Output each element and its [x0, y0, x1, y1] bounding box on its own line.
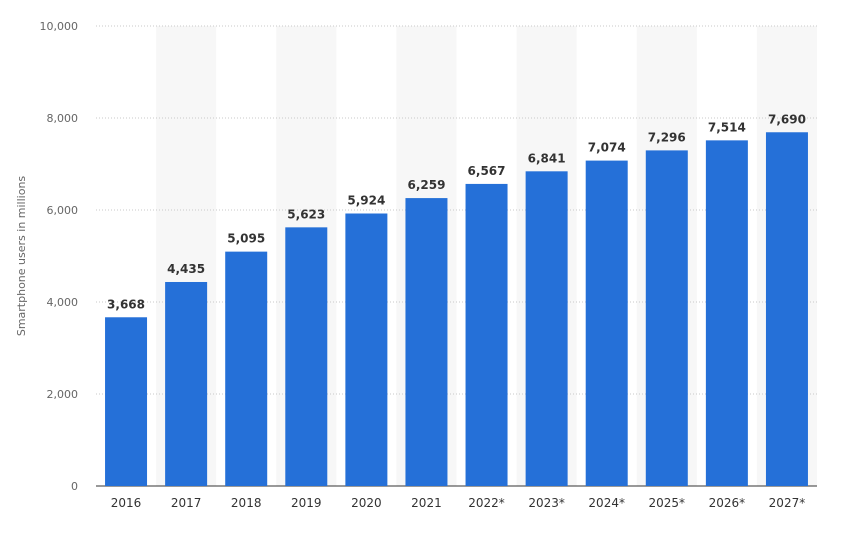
x-axis-ticks: 2016 2017 2018 2019 2020 2021 2022* 2023* 2024* 2… — [111, 496, 805, 510]
x-tick-label: 2016 — [111, 496, 142, 510]
bars — [105, 132, 808, 487]
y-tick-label: 4,000 — [47, 296, 79, 309]
data-label: 7,514 — [708, 120, 746, 134]
x-tick-label: 2025* — [649, 496, 686, 510]
x-tick-label: 2022* — [468, 496, 505, 510]
data-label: 7,296 — [648, 130, 686, 144]
x-tick-label: 2020 — [351, 496, 382, 510]
data-label: 5,924 — [347, 193, 385, 207]
data-label: 7,690 — [768, 112, 806, 126]
bar — [645, 150, 688, 486]
bar — [465, 183, 508, 486]
x-tick-label: 2019 — [291, 496, 322, 510]
y-axis-ticks: 0 2,000 4,000 6,000 8,000 10,000 — [40, 20, 79, 493]
x-tick-label: 2026* — [709, 496, 746, 510]
x-tick-label: 2027* — [769, 496, 806, 510]
y-tick-label: 10,000 — [40, 20, 79, 33]
bar — [165, 281, 208, 486]
x-tick-label: 2018 — [231, 496, 262, 510]
data-label: 5,095 — [227, 232, 265, 246]
x-tick-label: 2024* — [588, 496, 625, 510]
x-tick-label: 2021 — [411, 496, 442, 510]
x-tick-label: 2017 — [171, 496, 202, 510]
y-tick-label: 8,000 — [47, 112, 79, 125]
bar — [345, 213, 388, 486]
data-label: 7,074 — [588, 141, 626, 155]
y-tick-label: 6,000 — [47, 204, 79, 217]
data-label: 4,435 — [167, 262, 205, 276]
y-tick-label: 2,000 — [47, 388, 79, 401]
bar — [705, 140, 748, 486]
y-axis-label: Smartphone users in millions — [15, 176, 28, 337]
bar — [285, 227, 328, 487]
data-label: 6,841 — [528, 151, 566, 165]
x-tick-label: 2023* — [528, 496, 565, 510]
y-tick-label: 0 — [71, 480, 78, 493]
bar — [105, 317, 148, 486]
bar — [765, 132, 808, 486]
bar — [525, 171, 568, 486]
data-label: 6,567 — [468, 164, 506, 178]
data-label: 6,259 — [407, 178, 445, 192]
gridlines — [96, 25, 817, 395]
bar — [405, 198, 448, 486]
data-label: 3,668 — [107, 297, 145, 311]
bar — [225, 251, 268, 486]
data-labels: 3,668 4,435 5,095 5,623 5,924 6,259 6,567 6,841… — [107, 112, 806, 311]
data-label: 5,623 — [287, 207, 325, 221]
bar — [585, 160, 628, 486]
